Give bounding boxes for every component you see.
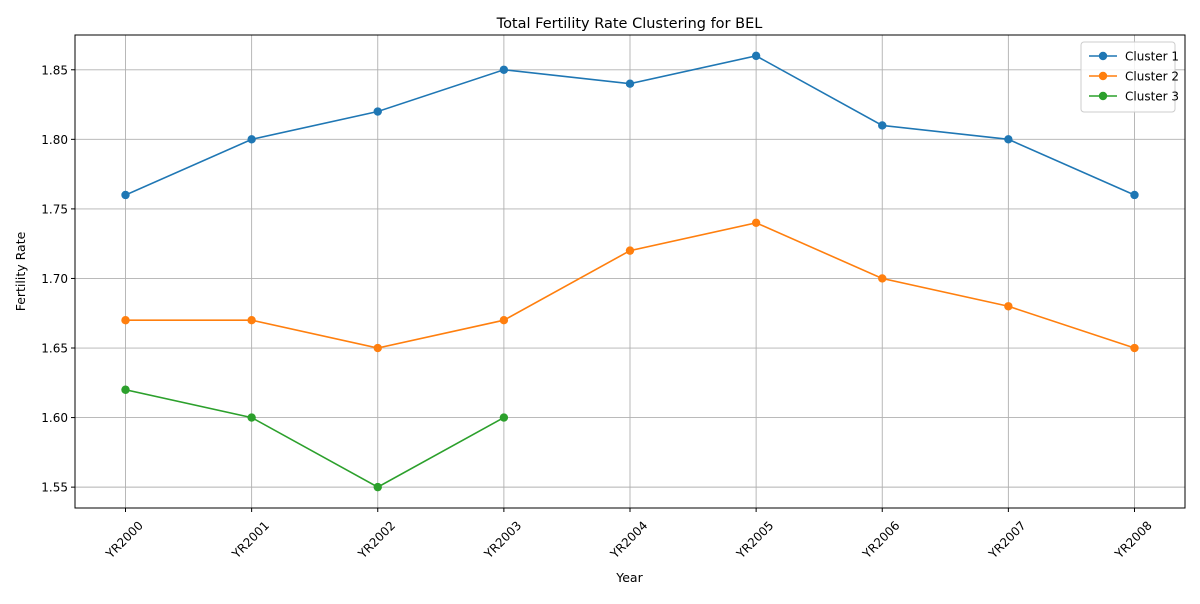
x-tick-label: YR2006 bbox=[859, 518, 902, 561]
series-line bbox=[125, 388, 505, 489]
data-point bbox=[247, 135, 256, 144]
data-point bbox=[625, 246, 635, 255]
y-tick-label: 1.60 bbox=[41, 411, 68, 425]
series-2 bbox=[121, 218, 1139, 353]
x-tick-label: YR2004 bbox=[607, 518, 650, 561]
y-tick-label: 1.75 bbox=[41, 202, 68, 216]
data-point bbox=[121, 315, 130, 325]
series-3 bbox=[121, 385, 509, 492]
data-point bbox=[499, 413, 509, 422]
legend-item: Cluster 3 bbox=[1089, 90, 1179, 104]
legend-label: Cluster 1 bbox=[1125, 50, 1179, 64]
series-layer bbox=[121, 51, 1139, 492]
chart-title: Total Fertility Rate Clustering for BEL bbox=[496, 16, 763, 32]
data-point bbox=[499, 65, 509, 74]
data-point bbox=[751, 51, 761, 61]
legend-item: Cluster 2 bbox=[1089, 70, 1179, 84]
data-point bbox=[373, 343, 382, 353]
legend: Cluster 1 Cluster 2 Cluster 3 bbox=[1080, 41, 1179, 113]
y-tick-label: 1.70 bbox=[41, 272, 68, 286]
data-point bbox=[121, 190, 130, 200]
x-axis-label: Year bbox=[615, 570, 643, 585]
y-tick-label: 1.55 bbox=[41, 481, 68, 495]
y-tick-label: 1.80 bbox=[41, 133, 68, 147]
x-tick-label: YR2001 bbox=[229, 518, 272, 561]
y-axis-label: Fertility Rate bbox=[13, 231, 28, 311]
x-tick-label: YR2000 bbox=[103, 518, 146, 561]
x-axis: YR2000 YR2001 YR2002 YR2003 YR2004 YR2005 YR20… bbox=[103, 508, 1155, 562]
data-point bbox=[751, 218, 761, 228]
data-point bbox=[247, 315, 256, 325]
data-point bbox=[625, 79, 635, 88]
y-axis: 1.55 1.60 1.65 1.70 1.75 1.80 1.85 bbox=[41, 63, 75, 495]
x-tick-label: YR2005 bbox=[733, 518, 776, 561]
data-point bbox=[499, 315, 509, 325]
data-point bbox=[878, 121, 887, 130]
x-tick-label: YR2008 bbox=[1112, 518, 1155, 561]
legend-label: Cluster 3 bbox=[1125, 90, 1179, 104]
y-tick-label: 1.65 bbox=[41, 342, 68, 356]
data-point bbox=[121, 385, 130, 394]
legend-label: Cluster 2 bbox=[1125, 70, 1179, 84]
data-point bbox=[1004, 302, 1013, 311]
data-point bbox=[1130, 190, 1139, 200]
series-1 bbox=[121, 51, 1139, 200]
data-point bbox=[1004, 135, 1013, 144]
legend-item: Cluster 1 bbox=[1089, 50, 1179, 64]
data-point bbox=[1130, 343, 1139, 353]
data-point bbox=[373, 482, 382, 492]
data-point bbox=[373, 107, 382, 116]
legend-swatch-marker bbox=[1098, 71, 1108, 81]
x-tick-label: YR2002 bbox=[355, 518, 398, 561]
legend-swatch-marker bbox=[1098, 51, 1108, 61]
x-tick-label: YR2007 bbox=[985, 518, 1028, 561]
data-point bbox=[878, 274, 887, 283]
grid bbox=[75, 35, 1185, 508]
legend-swatch-marker bbox=[1098, 91, 1108, 101]
y-tick-label: 1.85 bbox=[41, 63, 68, 77]
data-point bbox=[247, 413, 256, 422]
x-tick-label: YR2003 bbox=[481, 518, 524, 561]
